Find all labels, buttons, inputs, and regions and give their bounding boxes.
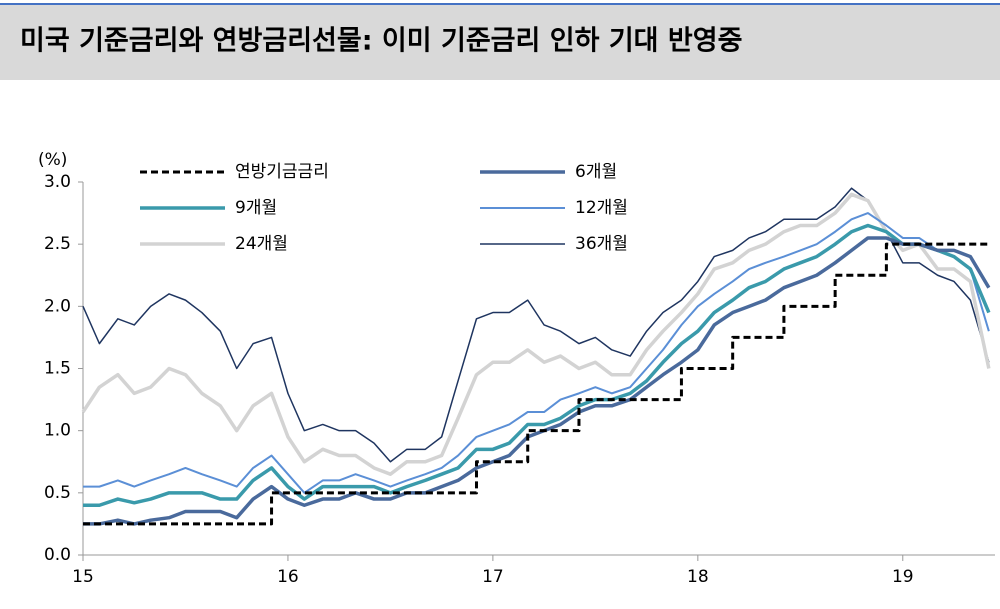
x-tick-label: 18 <box>687 567 709 587</box>
y-tick-label: 3.0 <box>44 172 71 192</box>
legend-label: 6개월 <box>575 162 617 182</box>
legend-label: 36개월 <box>575 234 628 254</box>
y-tick-label: 1.5 <box>44 359 71 379</box>
legend-label: 연방기금금리 <box>235 162 329 182</box>
legend-label: 12개월 <box>575 198 628 218</box>
series-line <box>81 192 991 476</box>
series-line <box>82 187 990 463</box>
x-tick-label: 17 <box>482 567 504 587</box>
series-line <box>83 212 990 494</box>
y-tick-label: 0.5 <box>44 483 71 503</box>
y-unit: (%) <box>38 150 67 170</box>
y-tick-label: 2.0 <box>44 296 71 316</box>
x-tick-label: 19 <box>892 567 914 587</box>
legend-label: 24개월 <box>235 234 288 254</box>
y-tick-label: 2.5 <box>44 234 71 254</box>
x-tick-label: 16 <box>277 567 299 587</box>
series-line <box>83 223 991 508</box>
y-tick-label: 0.0 <box>44 545 71 565</box>
series-line <box>83 242 989 526</box>
legend-label: 9개월 <box>235 198 277 218</box>
title-band <box>0 4 1000 80</box>
x-tick-label: 15 <box>72 567 94 587</box>
y-tick-label: 1.0 <box>44 421 71 441</box>
chart-title: 미국 기준금리와 연방금리선물: 이미 기준금리 인하 기대 반영중 <box>20 26 742 57</box>
series-line <box>83 236 991 526</box>
